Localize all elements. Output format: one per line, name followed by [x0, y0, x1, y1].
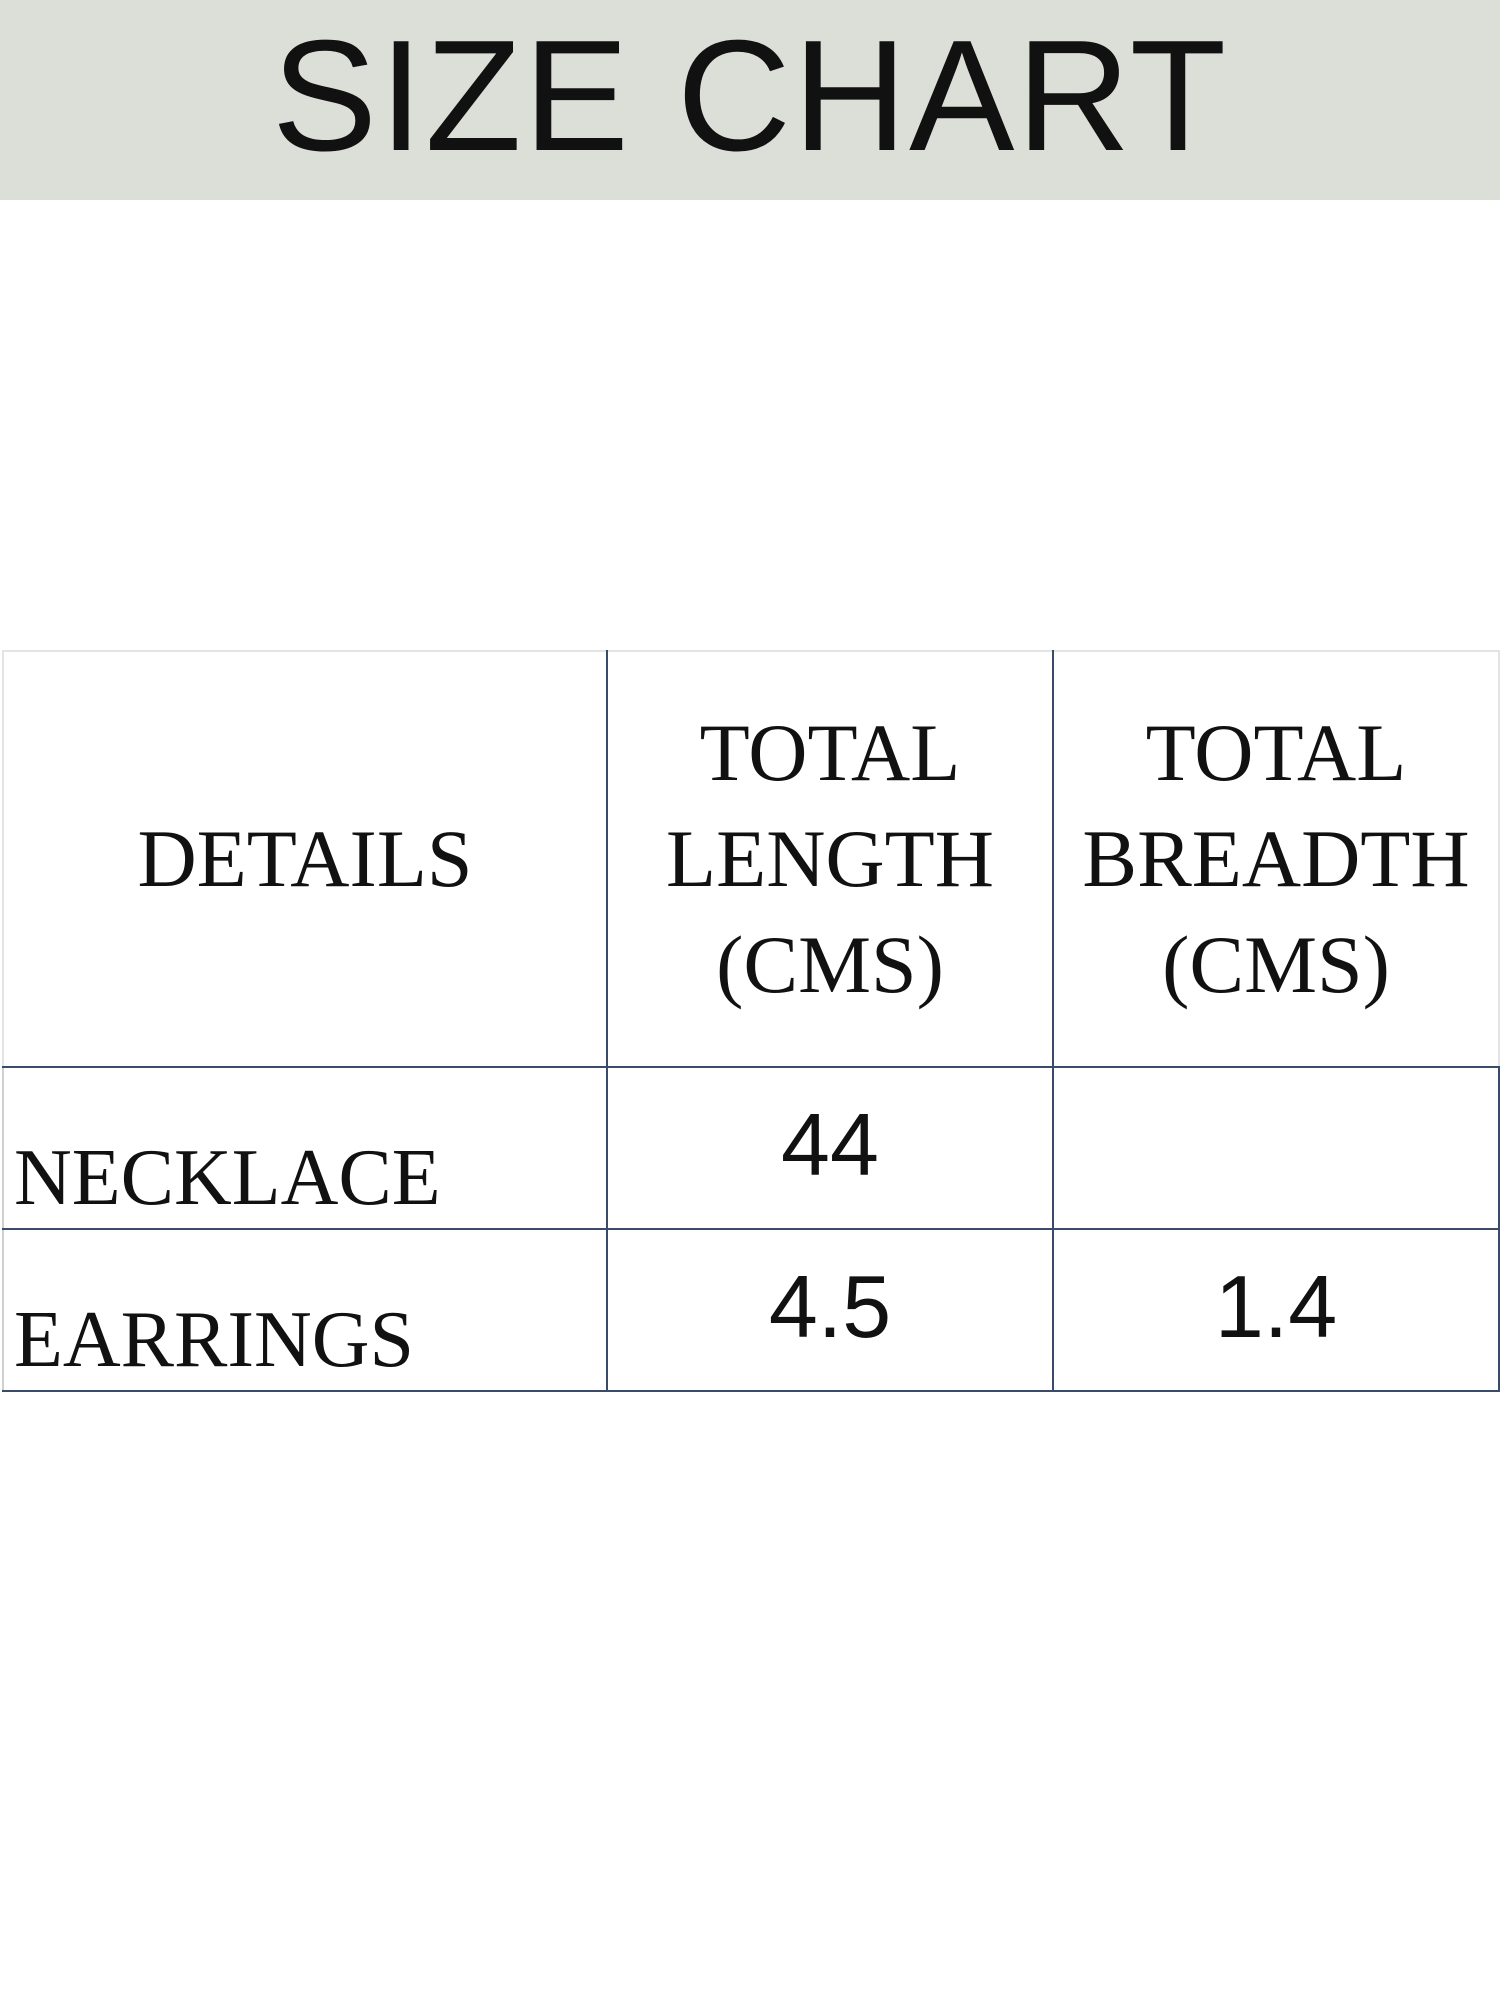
header-breadth-line-3: (CMS) [1162, 919, 1390, 1010]
header-length-line-1: TOTAL [699, 707, 961, 798]
row-length-necklace: 44 [606, 1066, 1054, 1230]
header-total-length: TOTAL LENGTH (CMS) [606, 650, 1054, 1068]
title-banner: SIZE CHART [0, 0, 1500, 200]
header-total-breadth: TOTAL BREADTH (CMS) [1052, 650, 1500, 1068]
row-length-earrings: 4.5 [606, 1228, 1054, 1392]
row-breadth-necklace [1052, 1066, 1500, 1230]
row-breadth-earrings: 1.4 [1052, 1228, 1500, 1392]
row-item-necklace: NECKLACE [2, 1066, 608, 1230]
table-header-row: DETAILS TOTAL LENGTH (CMS) TOTAL BREADTH… [2, 650, 1500, 1068]
header-details-line-1: DETAILS [137, 813, 473, 904]
size-chart-table: DETAILS TOTAL LENGTH (CMS) TOTAL BREADTH… [2, 650, 1500, 1392]
row-item-earrings: EARRINGS [2, 1228, 608, 1392]
header-breadth-line-1: TOTAL [1145, 707, 1407, 798]
header-length-line-3: (CMS) [716, 919, 944, 1010]
table-row: NECKLACE 44 [2, 1066, 1500, 1230]
page-title: SIZE CHART [271, 8, 1229, 184]
table-row: EARRINGS 4.5 1.4 [2, 1228, 1500, 1392]
header-details: DETAILS [2, 650, 608, 1068]
header-length-line-2: LENGTH [666, 813, 994, 904]
header-breadth-line-2: BREADTH [1082, 813, 1470, 904]
